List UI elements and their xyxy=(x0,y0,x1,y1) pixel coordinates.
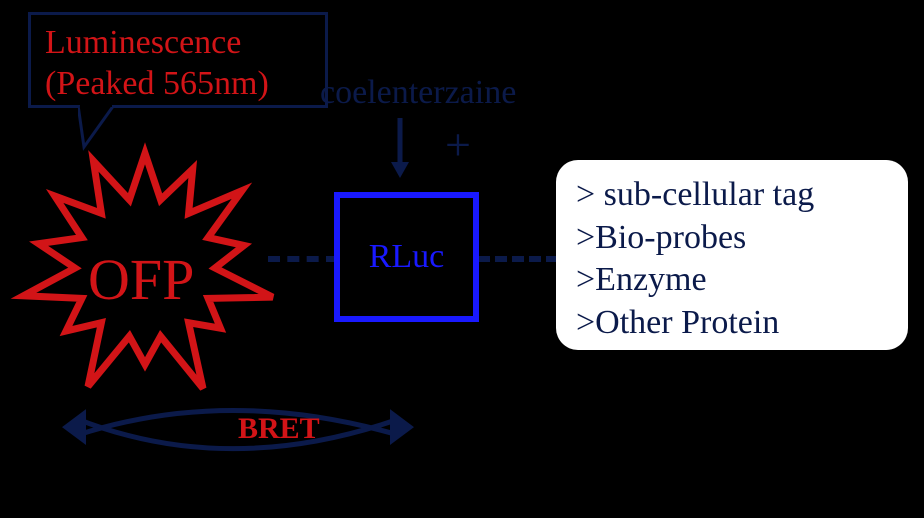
coelenterazine-label: coelenterzaine xyxy=(320,74,516,112)
arrow-down-icon xyxy=(385,118,415,182)
luminescence-callout: Luminescence (Peaked 565nm) xyxy=(28,12,328,108)
luminescence-line1: Luminescence xyxy=(45,23,311,64)
bret-label: BRET xyxy=(238,412,320,446)
applications-list: > sub-cellular tag>Bio-probes>Enzyme>Oth… xyxy=(556,160,908,350)
connector-rluc-list xyxy=(478,256,558,262)
application-item: >Bio-probes xyxy=(576,217,888,260)
plus-symbol: + xyxy=(445,118,471,171)
application-item: >Enzyme xyxy=(576,259,888,302)
application-item: > sub-cellular tag xyxy=(576,174,888,217)
luminescence-line2: (Peaked 565nm) xyxy=(45,64,311,105)
application-item: >Other Protein xyxy=(576,302,888,345)
rluc-label: RLuc xyxy=(369,238,445,276)
ofp-label: OFP xyxy=(88,246,194,313)
rluc-box: RLuc xyxy=(334,192,479,322)
